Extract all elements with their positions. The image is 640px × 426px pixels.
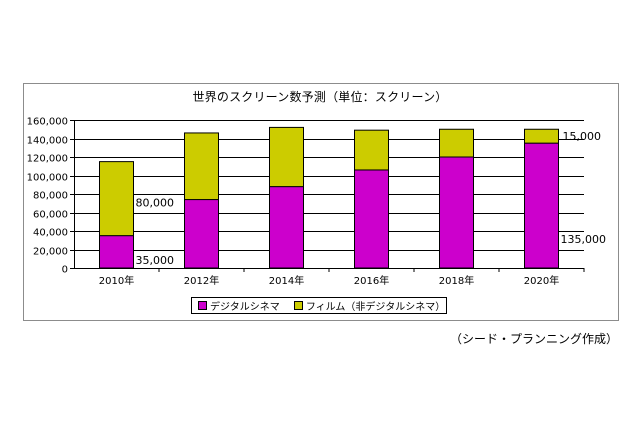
bar-film <box>269 126 304 188</box>
chart-legend: デジタルシネマ フィルム（非デジタルシネマ） <box>191 297 447 314</box>
chart-title: 世界のスクリーン数予測（単位：スクリーン） <box>192 90 448 104</box>
y-tick-label: 60,000 <box>33 210 68 221</box>
bar-film <box>184 132 219 201</box>
bar-digital <box>524 142 559 269</box>
legend-swatch-digital <box>198 301 207 310</box>
x-tick-label: 2014年 <box>269 274 304 287</box>
legend-item-film: フィルム（非デジタルシネマ） <box>293 298 446 313</box>
x-tick-label: 2016年 <box>354 274 389 287</box>
legend-label-film: フィルム（非デジタルシネマ） <box>305 302 446 313</box>
y-tick-label: 100,000 <box>27 173 68 184</box>
data-label: 35,000 <box>136 254 175 267</box>
y-tick-label: 0 <box>62 265 68 276</box>
bar-digital <box>439 156 474 269</box>
data-label: 80,000 <box>136 197 175 210</box>
x-tick-label: 2012年 <box>184 274 219 287</box>
bar-digital <box>99 235 134 269</box>
y-tick-label: 40,000 <box>33 228 68 239</box>
y-tick-label: 120,000 <box>27 154 68 165</box>
source-note: （シード・プランニング作成） <box>449 332 618 346</box>
bar-film <box>99 161 134 237</box>
y-tick-label: 160,000 <box>27 117 68 128</box>
data-label: 135,000 <box>561 233 607 246</box>
bar-film <box>524 128 559 144</box>
x-tick-label: 2018年 <box>439 274 474 287</box>
bar-film <box>439 128 474 158</box>
data-label: 15,000 <box>563 130 602 143</box>
legend-swatch-film <box>293 301 303 310</box>
bar-digital <box>184 199 219 269</box>
bar-digital <box>354 169 389 269</box>
y-tick-label: 140,000 <box>27 136 68 147</box>
x-tick-label: 2020年 <box>524 274 559 287</box>
legend-item-digital: デジタルシネマ <box>198 298 280 313</box>
y-tick-label: 80,000 <box>33 191 68 202</box>
legend-label-digital: デジタルシネマ <box>210 302 280 313</box>
bar-film <box>354 129 389 171</box>
y-tick-label: 20,000 <box>33 247 68 258</box>
x-tick-label: 2010年 <box>99 274 134 287</box>
bar-digital <box>269 186 304 269</box>
